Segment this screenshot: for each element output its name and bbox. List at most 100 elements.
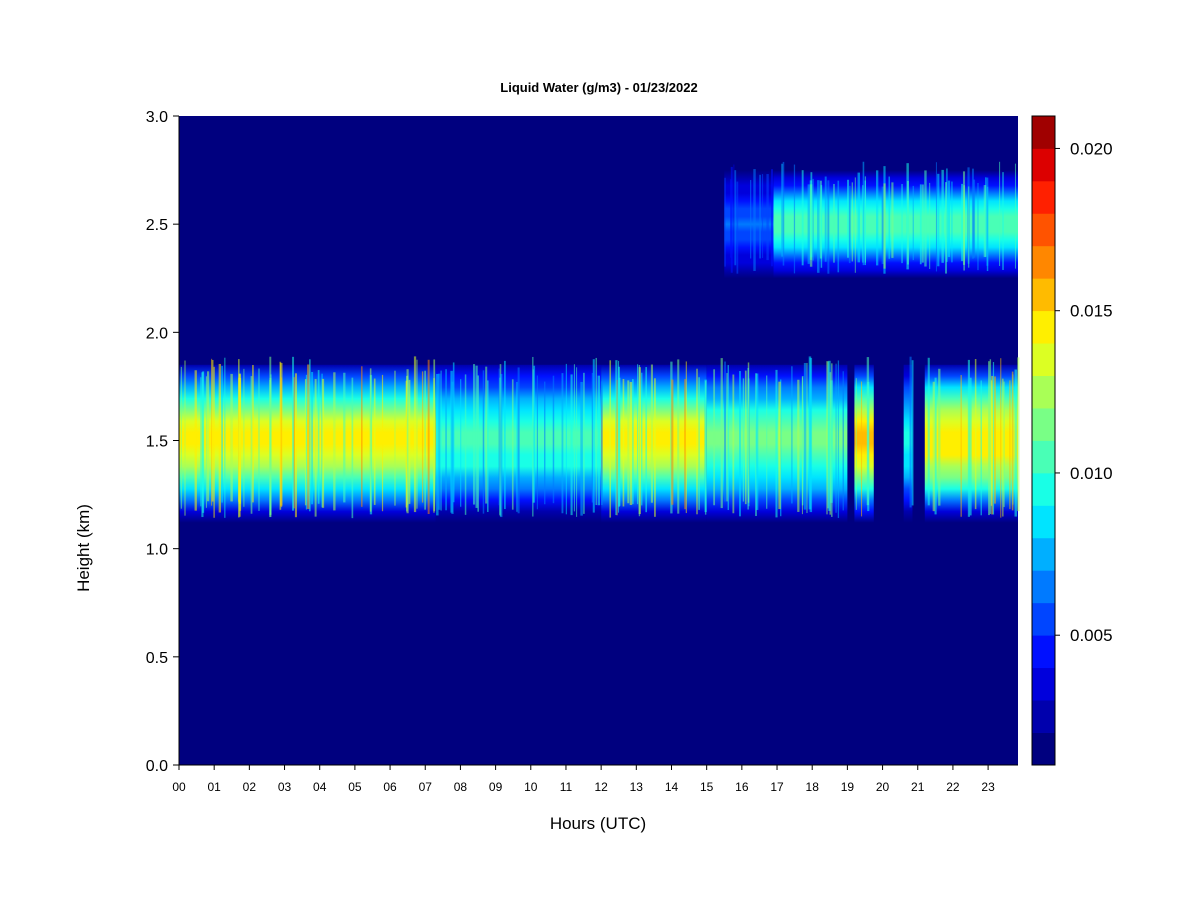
heatmap-streak <box>770 169 774 267</box>
y-tick-label: 2.0 <box>146 325 168 342</box>
heatmap-streak <box>826 361 828 515</box>
colorbar-swatch <box>1032 635 1055 669</box>
heatmap-streak <box>224 357 226 518</box>
heatmap-streak <box>421 371 424 503</box>
heatmap-streak <box>947 180 951 257</box>
heatmap-streak <box>960 375 962 517</box>
heatmap-streak <box>591 372 593 503</box>
heatmap-streak <box>888 176 890 259</box>
heatmap-streak <box>842 371 844 511</box>
heatmap-streak <box>516 381 518 512</box>
plot-area <box>179 116 1020 765</box>
heatmap-streak <box>851 182 853 262</box>
x-tick-label: 20 <box>876 780 890 794</box>
heatmap-streak <box>311 371 314 505</box>
x-tick-label: 10 <box>524 780 538 794</box>
heatmap-streak <box>971 168 974 259</box>
heatmap-streak <box>684 379 686 510</box>
heatmap-streak <box>734 170 737 266</box>
heatmap-streak <box>218 363 221 513</box>
x-axis-label: Hours (UTC) <box>550 814 646 833</box>
x-tick-label: 00 <box>172 780 186 794</box>
colorbar-swatch <box>1032 278 1055 312</box>
heatmap-streak <box>854 177 856 273</box>
heatmap-streak <box>645 367 648 513</box>
heatmap-streak <box>333 372 336 511</box>
heatmap-streak <box>742 378 745 502</box>
x-tick-label: 18 <box>806 780 820 794</box>
heatmap-streak <box>184 360 186 516</box>
colorbar-swatch <box>1032 213 1055 247</box>
heatmap-streak <box>632 379 634 505</box>
heatmap-streak <box>801 170 804 266</box>
heatmap-streak <box>891 182 894 258</box>
x-tick-label: 23 <box>981 780 995 794</box>
heatmap-streak <box>810 172 813 258</box>
heatmap-streak <box>713 369 716 506</box>
heatmap-streak <box>351 377 354 519</box>
heatmap-streak <box>727 365 729 511</box>
colorbar-swatch <box>1032 602 1055 636</box>
x-tick-label: 19 <box>841 780 855 794</box>
heatmap-streak <box>517 367 520 514</box>
x-tick-label: 13 <box>630 780 644 794</box>
heatmap-streak <box>460 379 462 507</box>
heatmap-streak <box>413 356 417 513</box>
heatmap-streak <box>924 170 927 267</box>
y-tick-label: 0.0 <box>146 758 168 775</box>
heatmap-streak <box>775 369 778 518</box>
chart-title: Liquid Water (g/m3) - 01/23/2022 <box>500 80 697 95</box>
heatmap-streak <box>504 360 506 510</box>
heatmap-streak <box>994 376 996 504</box>
heatmap-streak <box>963 185 965 271</box>
heatmap-streak <box>782 161 785 266</box>
heatmap-streak <box>238 374 241 517</box>
heatmap-streak <box>445 369 447 511</box>
heatmap-streak <box>427 359 430 515</box>
heatmap-streaks <box>180 161 1020 519</box>
heatmap-streak <box>1011 371 1014 511</box>
heatmap-streak <box>827 361 830 509</box>
heatmap-streak <box>934 377 937 515</box>
heatmap-streak <box>864 180 866 266</box>
heatmap-streak <box>724 177 726 267</box>
heatmap-streak <box>817 180 820 273</box>
heatmap-streak <box>394 370 396 506</box>
x-tick-label: 17 <box>770 780 784 794</box>
heatmap-streak <box>381 374 384 512</box>
x-tick-label: 15 <box>700 780 714 794</box>
heatmap-streak <box>304 379 307 506</box>
heatmap-streak <box>671 379 674 505</box>
heatmap-streak <box>321 378 325 508</box>
heatmap-streak <box>1002 378 1004 517</box>
heatmap-streak <box>911 360 914 506</box>
heatmap-streak <box>243 368 245 507</box>
heatmap-streak <box>570 374 573 516</box>
heatmap-streak <box>990 380 993 506</box>
colorbar-swatch <box>1032 570 1055 604</box>
heatmap-streak <box>1014 369 1017 517</box>
heatmap-streak <box>766 174 769 261</box>
heatmap-streak <box>511 379 514 510</box>
heatmap-streak <box>207 371 210 502</box>
heatmap-streak <box>857 172 861 263</box>
heatmap-streak <box>736 181 739 274</box>
heatmap-streak <box>720 358 723 509</box>
heatmap-streak <box>583 372 585 514</box>
heatmap-streak <box>416 359 418 509</box>
heatmap-streak <box>967 359 970 517</box>
x-tick-label: 11 <box>560 780 573 794</box>
heatmap-cell <box>854 364 874 523</box>
x-tick-label: 01 <box>207 780 221 794</box>
heatmap-streak <box>536 375 538 510</box>
heatmap-streak <box>999 161 1001 267</box>
heatmap-streak <box>1000 358 1002 518</box>
y-axis: 0.0 0.5 1.0 1.5 2.0 2.5 3.0 <box>146 109 180 775</box>
heatmap-streak <box>730 179 732 258</box>
x-tick-label: 21 <box>911 780 925 794</box>
heatmap-streak <box>305 374 307 510</box>
heatmap-streak <box>766 375 768 509</box>
colorbar-tick-label: 0.010 <box>1070 464 1113 483</box>
heatmap-streak <box>487 380 489 512</box>
